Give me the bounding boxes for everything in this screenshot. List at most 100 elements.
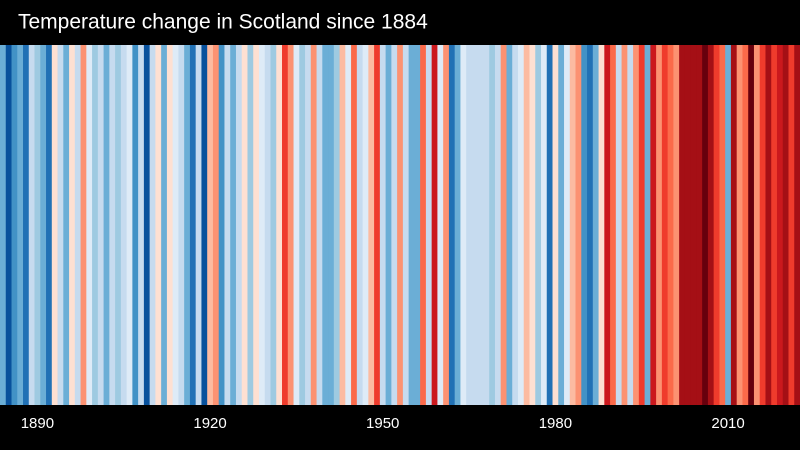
stripe	[138, 45, 145, 405]
stripe	[276, 45, 283, 405]
stripe	[333, 45, 340, 405]
stripe	[512, 45, 519, 405]
stripe	[195, 45, 202, 405]
x-tick-label: 1920	[193, 415, 226, 432]
stripe	[523, 45, 530, 405]
stripe	[748, 45, 755, 405]
stripe	[161, 45, 168, 405]
stripe	[34, 45, 41, 405]
stripe	[155, 45, 162, 405]
stripe	[771, 45, 778, 405]
stripe	[385, 45, 392, 405]
stripe	[713, 45, 720, 405]
stripe	[517, 45, 525, 405]
stripe	[673, 45, 680, 405]
stripe	[184, 45, 191, 405]
stripe	[293, 45, 300, 405]
stripe	[443, 45, 450, 405]
stripe	[172, 45, 179, 405]
stripe	[765, 45, 772, 405]
x-tick-label: 2010	[711, 415, 744, 432]
stripe	[207, 45, 214, 405]
stripe	[322, 45, 329, 405]
stripe	[460, 45, 467, 405]
stripe	[46, 45, 53, 405]
stripe	[581, 45, 588, 405]
stripe	[109, 45, 116, 405]
stripe	[610, 45, 617, 405]
stripe	[730, 45, 738, 405]
stripe	[776, 45, 784, 405]
stripe	[218, 45, 225, 405]
stripe	[103, 45, 110, 405]
stripe	[575, 45, 582, 405]
stripe	[132, 45, 139, 405]
stripe	[28, 45, 35, 405]
stripe	[535, 45, 542, 405]
stripe	[74, 45, 81, 405]
stripe	[287, 45, 294, 405]
stripe	[736, 45, 743, 405]
stripe	[759, 45, 766, 405]
stripe	[80, 45, 87, 405]
stripe	[414, 45, 421, 405]
stripe	[247, 45, 254, 405]
stripe	[368, 45, 375, 405]
x-tick-label: 1980	[539, 415, 572, 432]
stripe	[17, 45, 24, 405]
stripe	[546, 45, 553, 405]
stripe	[679, 45, 686, 405]
stripe	[92, 45, 99, 405]
stripe	[788, 45, 795, 405]
stripe	[431, 45, 438, 405]
stripe	[541, 45, 548, 405]
stripe	[57, 45, 64, 405]
stripe	[483, 45, 490, 405]
x-tick-label: 1950	[366, 415, 399, 432]
stripe	[97, 45, 104, 405]
stripe	[587, 45, 594, 405]
stripe	[408, 45, 415, 405]
stripe	[690, 45, 697, 405]
stripe	[316, 45, 323, 405]
stripe	[63, 45, 70, 405]
stripe	[224, 45, 231, 405]
stripe	[650, 45, 657, 405]
stripe	[212, 45, 220, 405]
stripe	[241, 45, 248, 405]
stripe	[23, 45, 30, 405]
stripe	[379, 45, 387, 405]
stripe	[615, 45, 622, 405]
stripe	[310, 45, 317, 405]
stripe	[69, 45, 76, 405]
stripe	[402, 45, 410, 405]
chart-title: Temperature change in Scotland since 188…	[18, 11, 428, 34]
stripe	[506, 45, 513, 405]
stripe	[397, 45, 404, 405]
stripe	[126, 45, 133, 405]
stripe	[356, 45, 363, 405]
stripe	[374, 45, 381, 405]
stripe	[299, 45, 306, 405]
stripe	[362, 45, 369, 405]
stripe	[258, 45, 266, 405]
stripe	[448, 45, 456, 405]
stripe	[569, 45, 576, 405]
stripe	[328, 45, 335, 405]
stripe	[40, 45, 47, 405]
stripe	[454, 45, 461, 405]
stripe	[0, 45, 7, 405]
stripe	[51, 45, 58, 405]
stripe	[115, 45, 122, 405]
stripe	[345, 45, 352, 405]
stripe	[661, 45, 669, 405]
stripe	[253, 45, 260, 405]
stripe	[471, 45, 479, 405]
stripe	[564, 45, 571, 405]
stripe	[604, 45, 611, 405]
stripe	[120, 45, 128, 405]
stripe	[149, 45, 156, 405]
stripe	[684, 45, 692, 405]
stripe	[725, 45, 732, 405]
